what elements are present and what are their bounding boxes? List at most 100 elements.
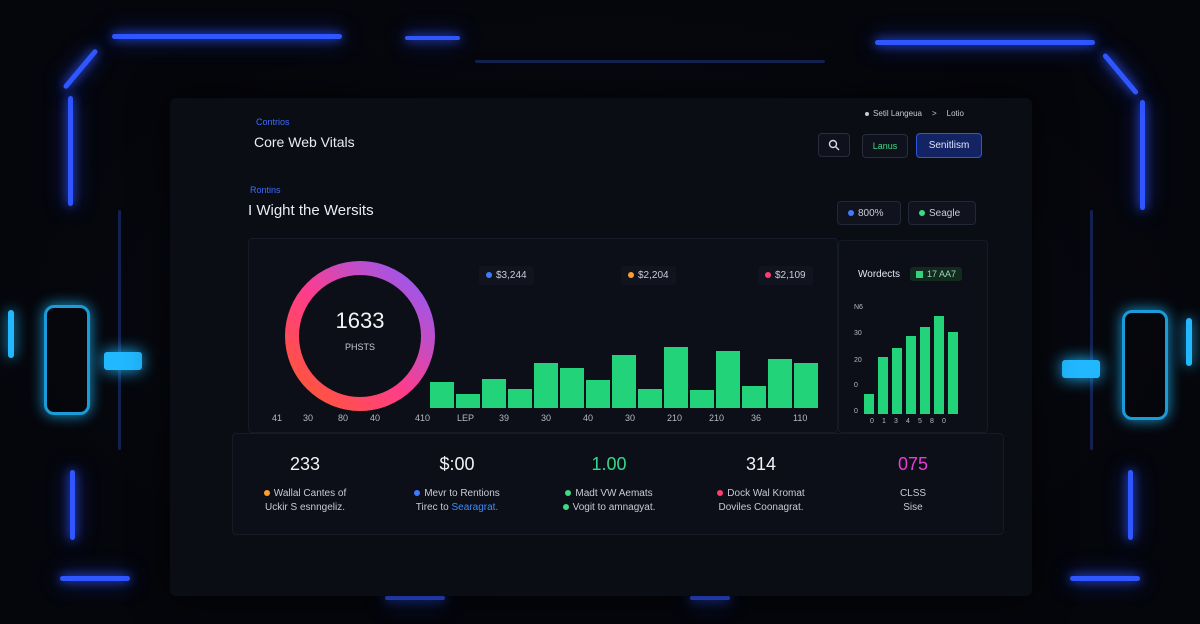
metric-text: Mevr to Rentions [424, 488, 500, 499]
header-breadcrumb[interactable]: Contrios [256, 117, 290, 127]
filter-pill-blue[interactable]: 800% [837, 201, 901, 225]
metric-dot-icon [565, 490, 572, 497]
donut-tick-label: 30 [303, 413, 314, 423]
bar-tick-label: 410 [415, 413, 431, 423]
metric-text: Uckir S esnngeliz. [264, 502, 346, 513]
metric-line: Tirec to Searagrat. [382, 501, 532, 515]
side-x-tick-label: 4 [906, 418, 910, 425]
side-bar[interactable] [948, 332, 958, 414]
frame-top-left [112, 34, 342, 39]
top-right-links: Setil Langeua > Lotio [865, 109, 964, 118]
bar[interactable] [560, 368, 584, 408]
donut-tick-label: 40 [370, 413, 381, 423]
top-link-separator: > [931, 109, 937, 118]
legend-dot-icon [628, 272, 634, 279]
left-edge-light [8, 310, 14, 358]
metric-value: 314 [745, 454, 777, 474]
side-bar[interactable] [878, 357, 888, 414]
right-side-pod [1122, 310, 1168, 420]
legend-label: $3,244 [496, 270, 527, 281]
blue-dot-icon [848, 210, 854, 216]
metric-line: Uckir S esnngeliz. [230, 501, 380, 515]
side-bar[interactable] [892, 348, 902, 414]
bar[interactable] [508, 389, 532, 408]
metric-text: Wallal Cantes of [273, 488, 347, 499]
left-pod-bar [104, 352, 142, 370]
bar[interactable] [664, 347, 688, 408]
donut-center: 1633 PHSTS [280, 308, 440, 352]
metric-highlight-link[interactable]: Searagrat. [451, 502, 499, 513]
frame-bottom-left [60, 576, 130, 581]
bar[interactable] [456, 394, 480, 408]
filter-pill-green[interactable]: Seagle [908, 201, 976, 225]
side-bar[interactable] [864, 394, 874, 414]
metric-card[interactable]: $:00 Mevr to Rentions Tirec to Searagrat. [382, 454, 532, 515]
bar[interactable] [430, 382, 454, 408]
lanus-button[interactable]: Lanus [862, 134, 908, 158]
legend-label: $2,109 [775, 270, 806, 281]
donut-ring [285, 261, 435, 411]
metrics-row [232, 433, 1004, 535]
frame-bottom-right [1070, 576, 1140, 581]
legend-item[interactable]: $2,109 [758, 266, 813, 285]
top-link-language[interactable]: Setil Langeua [865, 109, 922, 118]
right-edge-light [1186, 318, 1192, 366]
side-bar[interactable] [920, 327, 930, 414]
bar[interactable] [612, 355, 636, 408]
bar-tick-label: 40 [583, 413, 594, 423]
bar[interactable] [716, 351, 740, 408]
metric-dot-icon [414, 490, 421, 497]
language-dot-icon [865, 111, 870, 116]
search-button[interactable] [818, 133, 850, 157]
metric-text: Tirec to [415, 502, 452, 513]
donut-chart [285, 261, 435, 411]
bar-chart [430, 347, 818, 408]
donut-label: PHSTS [344, 342, 375, 352]
metric-dot-icon [562, 504, 569, 511]
bar[interactable] [768, 359, 792, 408]
bar[interactable] [742, 386, 766, 408]
metric-text: Vogit to amnagyat. [572, 502, 656, 513]
metric-line: Doviles Coonagrat. [686, 501, 836, 515]
green-square-icon [916, 271, 923, 279]
metric-text: Dock Wal Kromat [727, 488, 805, 499]
legend-dot-icon [486, 272, 492, 279]
bar[interactable] [638, 389, 662, 408]
metric-card[interactable]: 075 CLSS Sise [838, 454, 988, 515]
green-dot-icon [919, 210, 925, 216]
bar[interactable] [794, 363, 818, 408]
bar-tick-label: 210 [709, 413, 725, 423]
frame-corner-tl [62, 48, 99, 90]
metric-card[interactable]: 233 Wallal Cantes of Uckir S esnngeliz. [230, 454, 380, 515]
side-y-tick-label: 0 [854, 408, 858, 415]
side-bar[interactable] [906, 336, 916, 414]
left-side-pod [44, 305, 90, 415]
bar[interactable] [586, 380, 610, 408]
side-bar[interactable] [934, 316, 944, 414]
dashboard-panel: Contrios Core Web Vitals Setil Langeua >… [170, 98, 1032, 596]
metric-line: Dock Wal Kromat [686, 487, 836, 501]
primary-action-button[interactable]: Senitlism [916, 133, 982, 158]
bar-tick-label: 30 [625, 413, 636, 423]
metric-card[interactable]: 314 Dock Wal Kromat Doviles Coonagrat. [686, 454, 836, 515]
side-chart-badge: 17 AA7 [910, 267, 963, 281]
bar-tick-label: 39 [499, 413, 510, 423]
frame-left-lower [70, 470, 75, 540]
metric-card[interactable]: 1.00 Madt VW Aemats Vogit to amnagyat. [534, 454, 684, 515]
top-link-secondary[interactable]: Lotio [946, 109, 964, 118]
frame-dim-left [118, 210, 121, 450]
metric-value: $:00 [439, 454, 475, 474]
section-title: I Wight the Wersits [248, 202, 374, 219]
side-y-tick-label: N6 [854, 304, 863, 311]
metric-line: CLSS [838, 487, 988, 501]
bar[interactable] [690, 390, 714, 408]
bar-tick-label: LEP [457, 413, 475, 423]
section-breadcrumb[interactable]: Rontins [250, 185, 281, 195]
frame-right-lower [1128, 470, 1133, 540]
legend-item[interactable]: $2,204 [621, 266, 676, 285]
donut-value: 1633 [335, 308, 385, 333]
legend-item[interactable]: $3,244 [479, 266, 534, 285]
bar[interactable] [534, 363, 558, 408]
bar[interactable] [482, 379, 506, 408]
